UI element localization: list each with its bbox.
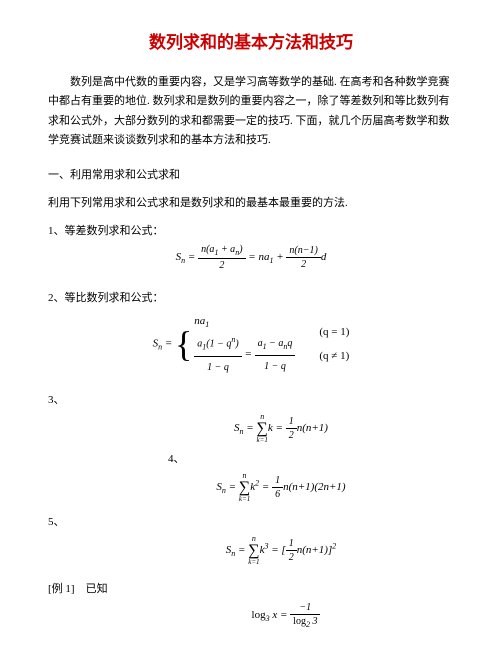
formula-1: Sn = n(a1 + an)2 = na1 + n(n−1)2d bbox=[48, 244, 454, 271]
subheading-1: 利用下列常用求和公式求和是数列求和的最基本最重要的方法. bbox=[48, 194, 454, 210]
item-3-label: 3、 bbox=[48, 391, 454, 407]
formula-6: log3 x = −1log2 3 bbox=[48, 602, 454, 629]
intro-paragraph: 数列是高中代数的重要内容，又是学习高等数学的基础. 在高考和各种数学竞赛中都占有… bbox=[48, 73, 454, 150]
item-4-label: 4、 bbox=[168, 450, 454, 466]
section-heading-1: 一、利用常用求和公式求和 bbox=[48, 166, 454, 182]
item-1-label: 1、等差数列求和公式： bbox=[48, 222, 454, 238]
formula-4: Sn = n∑k=1k2 = 16n(n+1)(2n+1) bbox=[48, 472, 454, 503]
item-5-label: 5、 bbox=[48, 513, 454, 529]
example-1-label: [例 1] 已知 bbox=[48, 580, 454, 596]
page-title: 数列求和的基本方法和技巧 bbox=[48, 28, 454, 53]
formula-2: Sn = {na1a1(1 − qn)1 − q = a1 − anq1 − q… bbox=[48, 311, 454, 377]
item-2-label: 2、等比数列求和公式： bbox=[48, 289, 454, 305]
formula-3: Sn = n∑k=1k = 12n(n+1) bbox=[48, 413, 454, 444]
formula-5: Sn = n∑k=1k3 = [12n(n+1)]2 bbox=[48, 535, 454, 566]
